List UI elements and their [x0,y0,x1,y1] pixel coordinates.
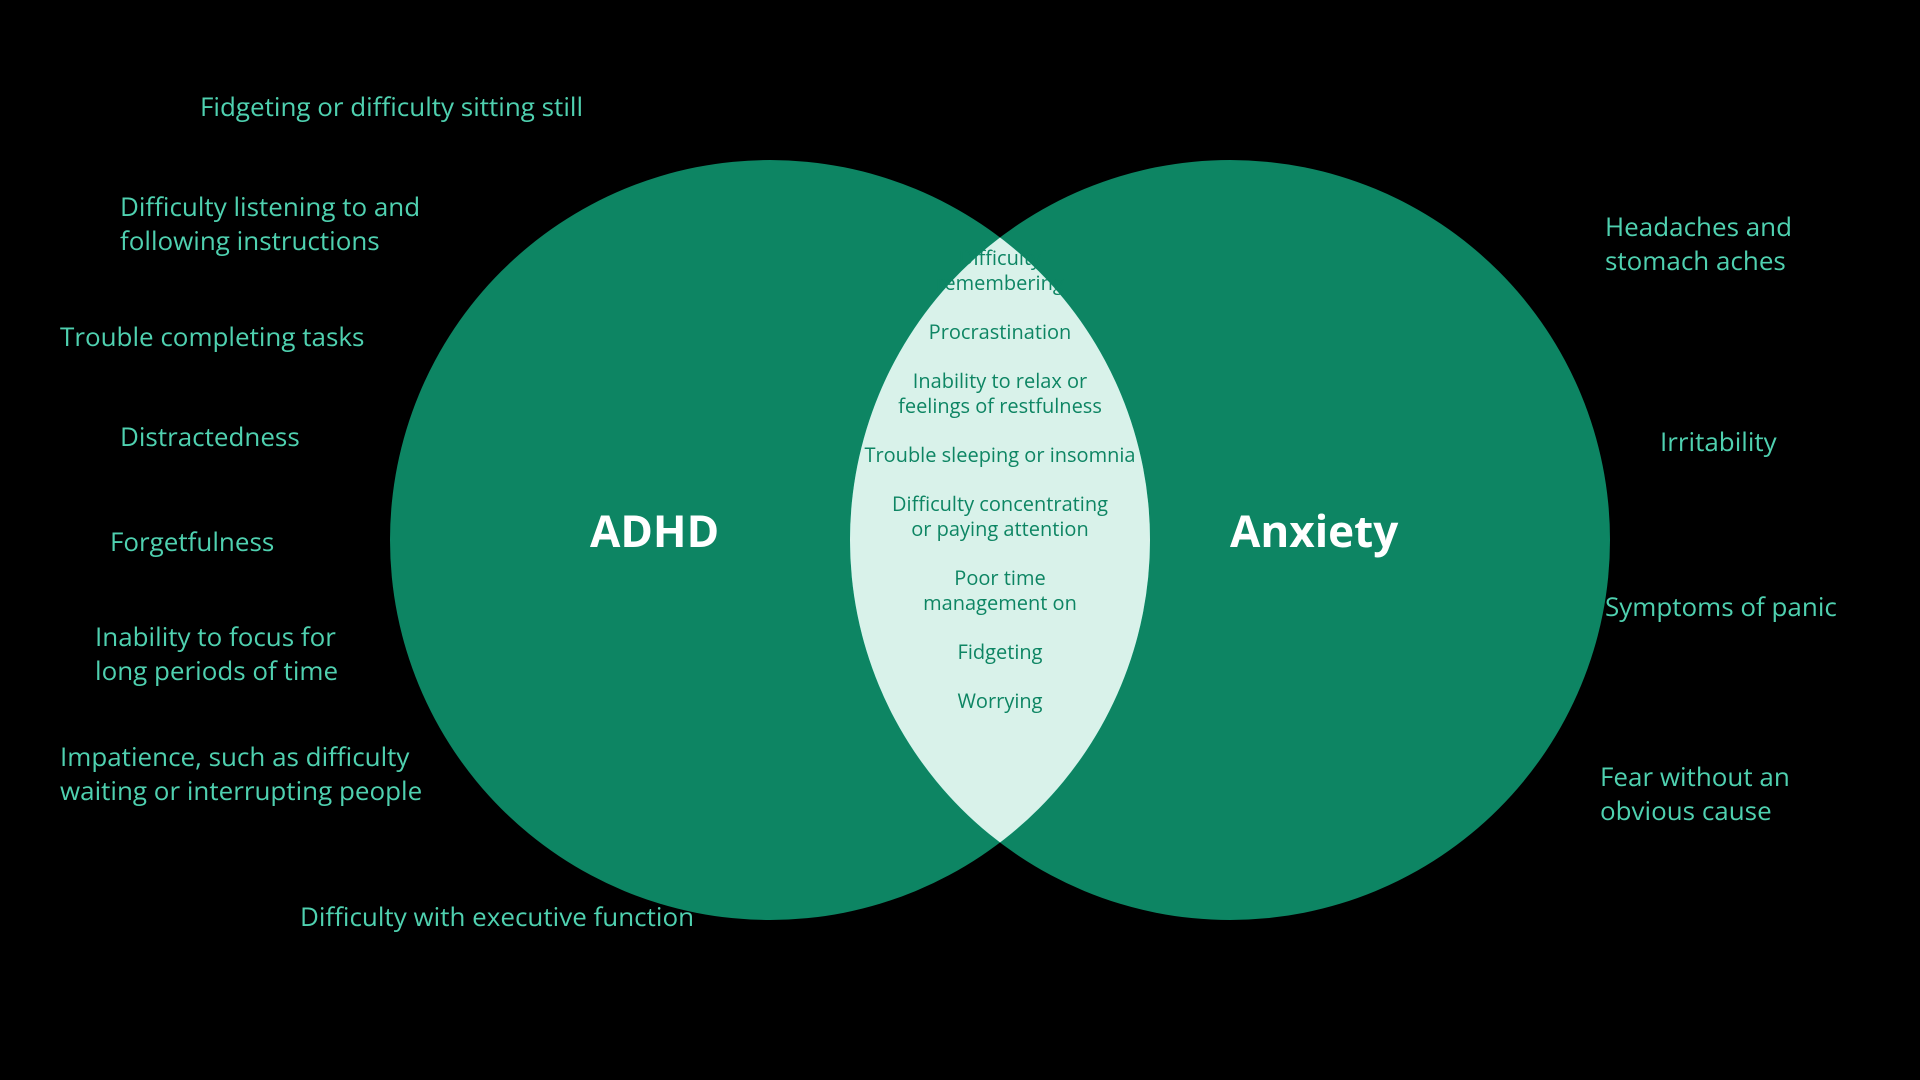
venn-right-item: Symptoms of panic [1605,590,1837,624]
venn-intersection-item: Difficultyremembering [850,245,1150,295]
venn-intersection-item: Inability to relax orfeelings of restful… [850,368,1150,418]
venn-left-item: Difficulty with executive function [300,900,694,934]
venn-left-item: Inability to focus forlong periods of ti… [95,620,338,688]
venn-right-item: Fear without anobvious cause [1600,760,1790,828]
venn-left-item: Forgetfulness [110,525,274,559]
venn-intersection-item: Procrastination [850,319,1150,344]
venn-left-item: Impatience, such as difficultywaiting or… [60,740,422,808]
venn-right-item: Irritability [1660,425,1777,459]
venn-right-label: Anxiety [1230,500,1398,560]
venn-left-label: ADHD [590,500,719,560]
venn-right-item: Headaches andstomach aches [1605,210,1792,278]
venn-intersection-item: Trouble sleeping or insomnia [850,442,1150,467]
venn-left-item: Distractedness [120,420,300,454]
venn-intersection-item: Worrying [850,688,1150,713]
venn-left-item: Trouble completing tasks [60,320,364,354]
venn-intersection-item: Poor timemanagement on [850,565,1150,615]
venn-intersection-item: Fidgeting [850,639,1150,664]
venn-left-item: Fidgeting or difficulty sitting still [200,90,583,124]
venn-intersection-items: Difficultyremembering Procrastination Inab… [850,245,1150,737]
venn-intersection-item: Difficulty concentratingor paying attent… [850,491,1150,541]
venn-left-item: Difficulty listening to andfollowing ins… [120,190,420,258]
venn-diagram: ADHD Anxiety Fidgeting or difficulty sit… [0,0,1920,1080]
